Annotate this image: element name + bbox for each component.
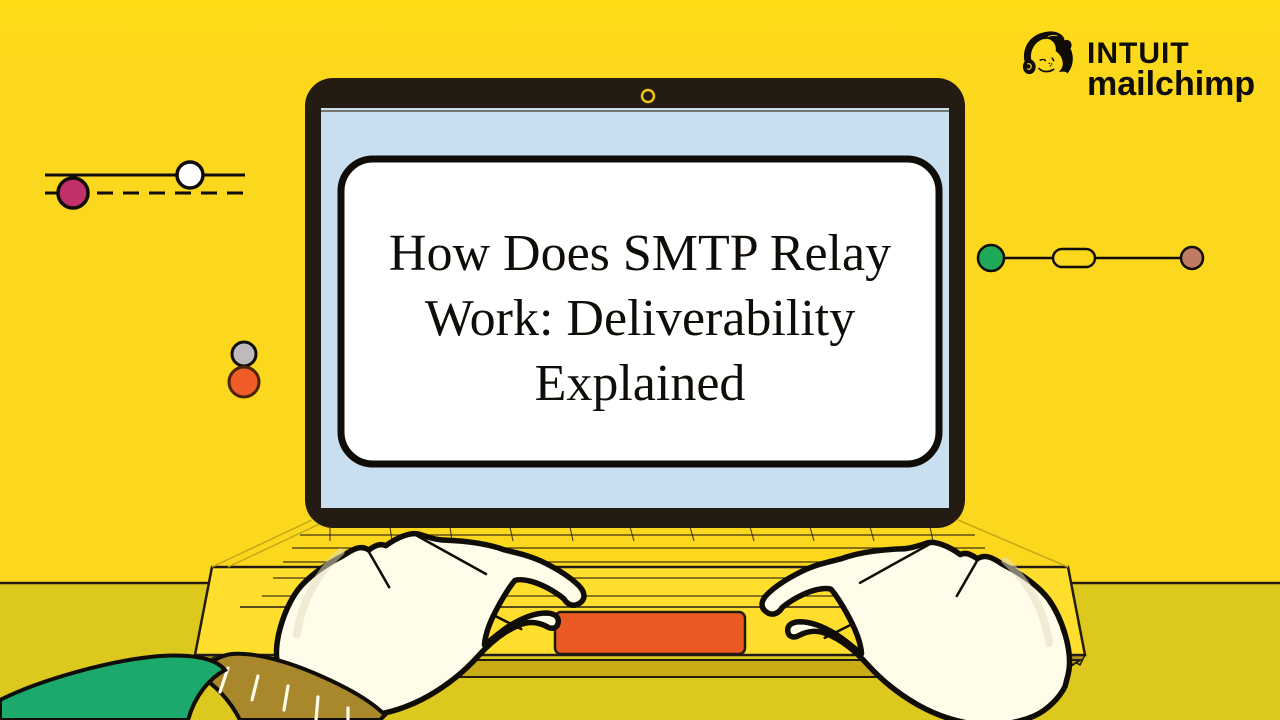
svg-text:How Does SMTP Relay: How Does SMTP Relay <box>389 225 891 282</box>
svg-text:Explained: Explained <box>535 355 746 412</box>
svg-text:Work: Deliverability: Work: Deliverability <box>425 290 855 347</box>
svg-text:mailchimp: mailchimp <box>1087 65 1255 103</box>
